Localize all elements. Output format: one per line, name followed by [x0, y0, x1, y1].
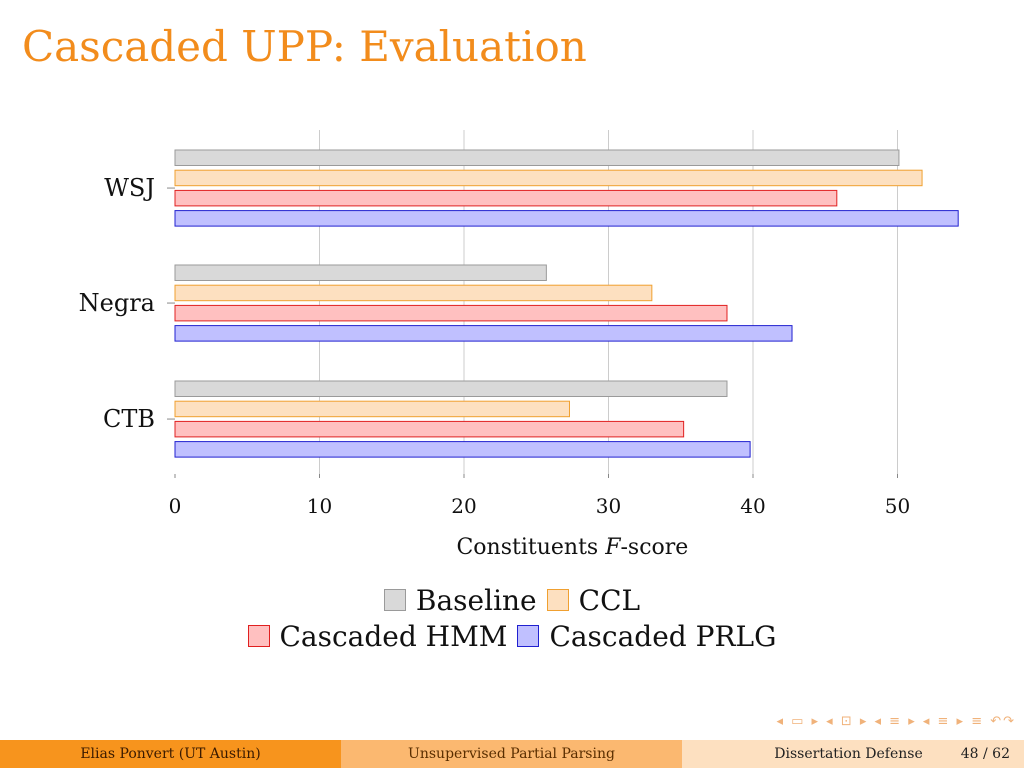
legend-item-cascaded-prlg: Cascaded PRLG: [517, 619, 777, 653]
legend-item-ccl: CCL: [546, 583, 641, 617]
bar-ctb-ccl: [174, 400, 570, 418]
chart-legend: Baseline CCL Cascaded HMM Cascaded PRLG: [0, 582, 1024, 654]
x-axis-label: Constituents F-score: [456, 535, 688, 560]
x-tick-label-10: 10: [307, 494, 332, 518]
x-tick-label-50: 50: [885, 494, 910, 518]
bar-negra-cascaded-prlg: [174, 325, 793, 342]
legend-swatch-cascaded-prlg: [517, 625, 540, 647]
footer-bar: Elias Ponvert (UT Austin) Unsupervised P…: [0, 740, 1024, 768]
slide-title: Cascaded UPP: Evaluation: [22, 22, 587, 71]
legend-label-cascaded-hmm: Cascaded HMM: [279, 619, 508, 653]
footer-author: Elias Ponvert (UT Austin): [0, 740, 341, 768]
bar-ctb-baseline: [174, 380, 728, 397]
legend-item-baseline: Baseline: [383, 583, 537, 617]
footer-event-name: Dissertation Defense: [774, 746, 923, 762]
legend-row-1: Baseline CCL: [0, 582, 1024, 618]
category-label-ctb: CTB: [103, 405, 155, 433]
legend-swatch-cascaded-hmm: [247, 625, 270, 647]
bar-wsj-baseline: [174, 149, 900, 166]
legend-swatch-ccl: [546, 589, 569, 611]
bar-wsj-ccl: [174, 169, 923, 187]
x-tick-label-40: 40: [740, 494, 765, 518]
footer-talk-title: Unsupervised Partial Parsing: [341, 740, 682, 768]
footer-page-number: 48 / 62: [960, 746, 1010, 762]
bar-wsj-cascaded-prlg: [174, 210, 959, 227]
category-label-negra: Negra: [79, 289, 155, 317]
bar-negra-baseline: [174, 264, 547, 281]
footer-event: Dissertation Defense 48 / 62: [682, 740, 1024, 768]
beamer-navigation-icons[interactable]: ◂ ▭ ▸ ◂ ⊡ ▸ ◂ ≡ ▸ ◂ ≡ ▸ ≡ ↶↷: [776, 714, 1016, 729]
bar-wsj-cascaded-hmm: [174, 189, 838, 207]
bar-chart: 0 10 20 30 40 50 WSJ Negra CTB Constituents F-sco…: [79, 130, 959, 560]
x-tick-label-20: 20: [451, 494, 476, 518]
bar-ctb-cascaded-prlg: [174, 441, 751, 458]
legend-label-baseline: Baseline: [415, 583, 537, 617]
legend-label-cascaded-prlg: Cascaded PRLG: [549, 619, 777, 653]
legend-label-ccl: CCL: [578, 583, 641, 617]
bar-negra-ccl: [174, 284, 653, 302]
bar-negra-cascaded-hmm: [174, 304, 728, 322]
x-tick-label-0: 0: [169, 494, 182, 518]
legend-item-cascaded-hmm: Cascaded HMM: [247, 619, 508, 653]
category-label-wsj: WSJ: [104, 174, 155, 202]
x-tick-label-30: 30: [596, 494, 621, 518]
legend-swatch-baseline: [383, 589, 406, 611]
legend-row-2: Cascaded HMM Cascaded PRLG: [0, 618, 1024, 654]
bar-ctb-cascaded-hmm: [174, 420, 685, 438]
